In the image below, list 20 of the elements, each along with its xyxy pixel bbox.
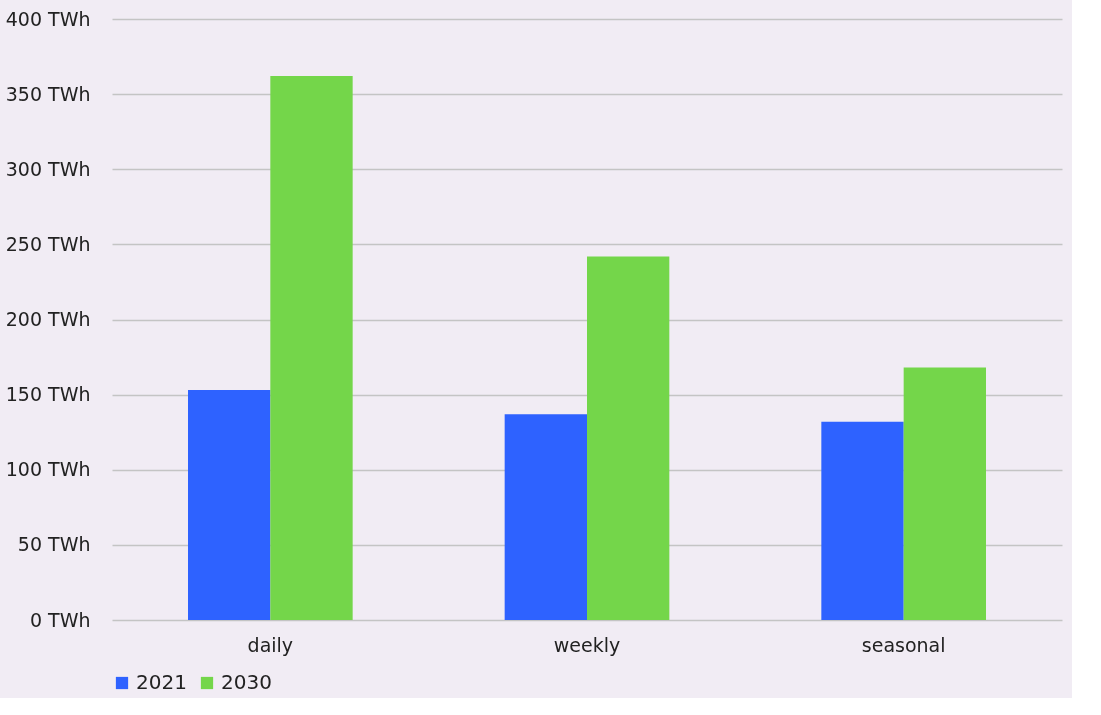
bar	[903, 367, 986, 620]
bar	[270, 76, 353, 620]
bar	[821, 421, 904, 620]
x-tick-label: weekly	[553, 633, 621, 656]
y-tick-label: 150 TWh	[5, 383, 91, 406]
x-tick-label: seasonal	[861, 633, 946, 656]
y-tick-label: 250 TWh	[5, 232, 91, 255]
y-tick-label: 200 TWh	[5, 308, 91, 330]
bar	[504, 414, 587, 620]
x-tick-label: daily	[247, 633, 294, 656]
y-tick-label: 50 TWh	[17, 533, 91, 556]
y-tick-label: 0 TWh	[29, 608, 91, 631]
legend-label: 2030	[221, 670, 272, 694]
bar	[587, 256, 670, 620]
bar	[188, 390, 271, 620]
y-tick-label: 300 TWh	[5, 157, 91, 180]
y-tick-label: 400 TWh	[5, 7, 91, 30]
y-tick-label: 100 TWh	[5, 458, 91, 481]
y-tick-label: 350 TWh	[5, 82, 91, 105]
legend-label: 2021	[136, 670, 187, 694]
